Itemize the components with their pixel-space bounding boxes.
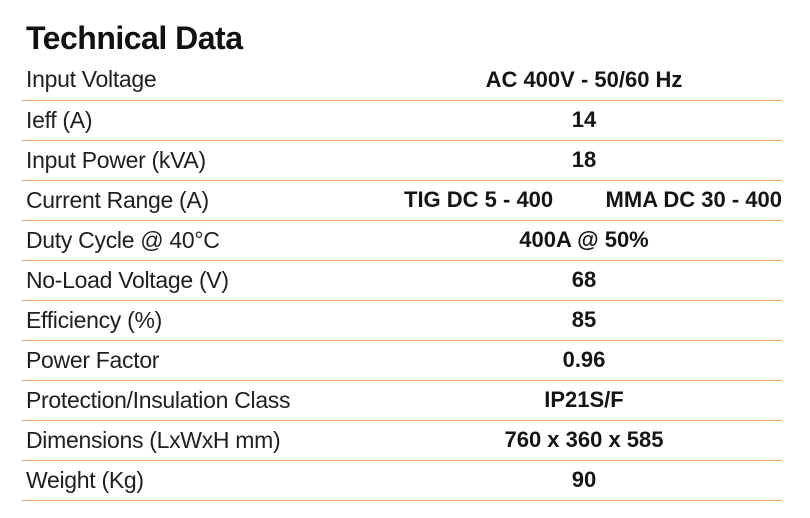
spec-value: 760 x 360 x 585 [504,427,664,452]
table-row: Weight (Kg) 90 [22,460,782,500]
spec-label: Ieff (A) [26,106,93,133]
spec-value-mma: MMA DC 30 - 400 [605,187,782,212]
spec-value: 68 [571,267,597,292]
spec-label: Input Power (kVA) [26,146,206,173]
table-row: Dimensions (LxWxH mm) 760 x 360 x 585 [22,420,782,460]
spec-value: AC 400V - 50/60 Hz [485,66,683,92]
table-row: Input Power (kVA) 18 [22,140,782,180]
spec-label: Power Factor [26,346,160,373]
table-row: Efficiency (%) 85 [22,300,782,340]
spec-value: 0.96 [562,347,606,372]
spec-label: Efficiency (%) [26,306,162,333]
spec-value: IP21S/F [544,387,624,412]
spec-label: Current Range (A) [26,186,209,213]
spec-value-split: TIG DC 5 - 400 MMA DC 30 - 400 [366,180,782,220]
technical-data-table: Input Voltage AC 400V - 50/60 Hz Ieff (A… [22,60,782,501]
table-row: Duty Cycle @ 40°C 400A @ 50% [22,220,782,260]
spec-label: Protection/Insulation Class [26,386,291,413]
table-row: No-Load Voltage (V) 68 [22,260,782,300]
spec-value: 18 [571,147,597,172]
table-row: Power Factor 0.96 [22,340,782,380]
spec-value: 14 [571,107,597,132]
table-row: Protection/Insulation Class IP21S/F [22,380,782,420]
table-row: Input Voltage AC 400V - 50/60 Hz [22,60,782,100]
table-row: Current Range (A) TIG DC 5 - 400 MMA DC … [22,180,782,220]
spec-label: Weight (Kg) [26,466,144,493]
table-row: Ieff (A) 14 [22,100,782,140]
spec-value: 90 [571,467,597,492]
spec-value-tig: TIG DC 5 - 400 [404,187,554,212]
spec-value: 400A @ 50% [519,227,649,252]
spec-label: No-Load Voltage (V) [26,266,229,293]
spec-label: Duty Cycle @ 40°C [26,226,220,253]
spec-value: 85 [571,307,597,332]
spec-label: Dimensions (LxWxH mm) [26,426,281,453]
page-title: Technical Data [26,20,243,56]
spec-label: Input Voltage [26,66,157,93]
